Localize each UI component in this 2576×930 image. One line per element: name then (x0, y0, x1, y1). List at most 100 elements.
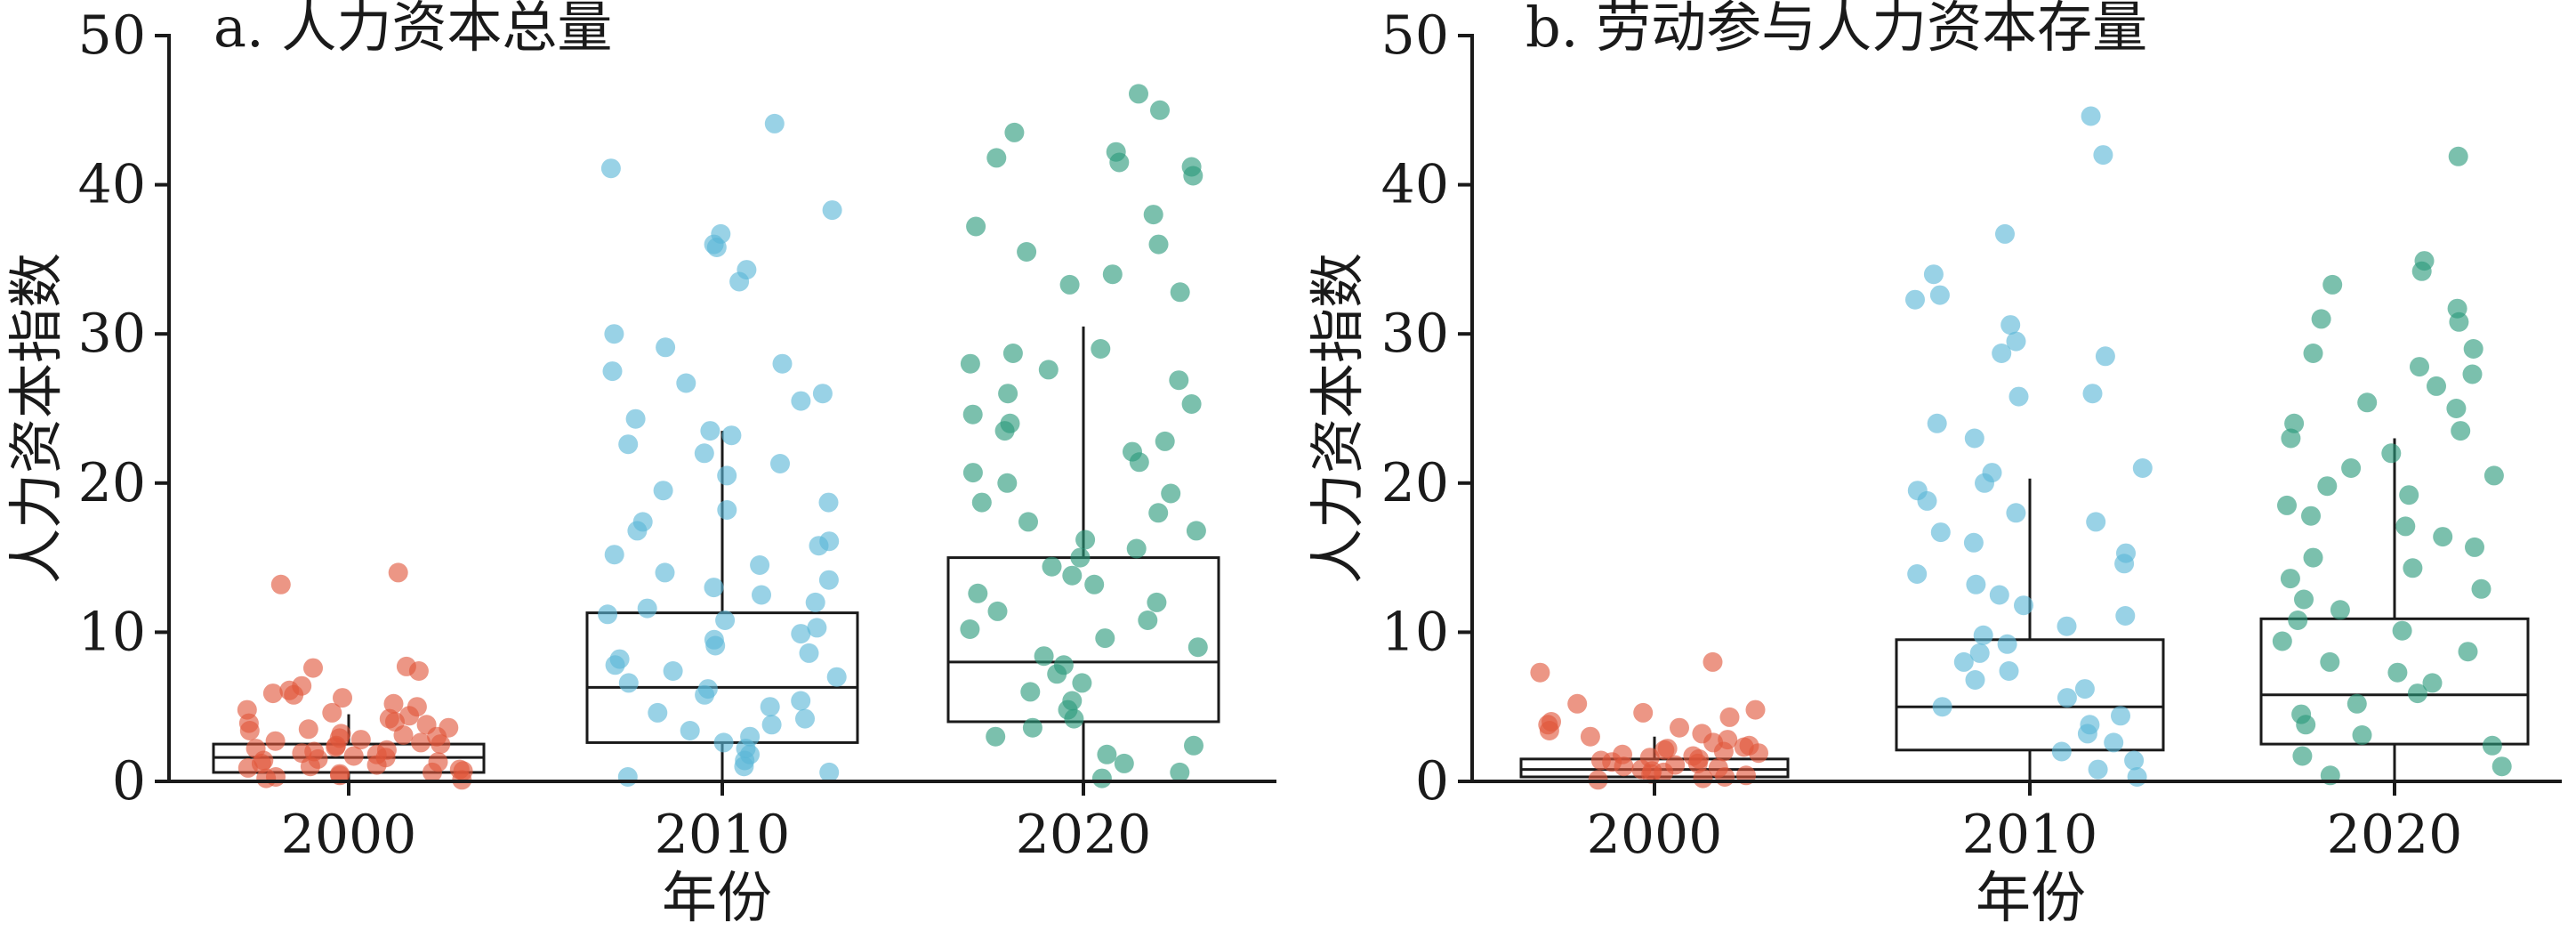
panel-b-point-2020-12 (2357, 392, 2378, 413)
panel-b-point-2010-30 (2057, 616, 2077, 636)
panel-a-point-2010-23 (818, 492, 839, 513)
panel-a-point-2020-25 (1155, 431, 1175, 451)
panel-a-point-2010-45 (605, 655, 625, 675)
panel-a-point-2000-45 (237, 757, 258, 778)
panel-a-point-2020-20 (998, 384, 1018, 404)
panel-b-ytick-label-40: 40 (1381, 154, 1449, 216)
panel-a-point-2010-55 (761, 715, 782, 735)
panel-b-ytick-label-10: 10 (1381, 601, 1449, 663)
panel-a-point-2020-36 (1126, 538, 1147, 559)
panel-b-point-2010-34 (1953, 651, 1974, 672)
panel-b-point-2010-9 (2095, 346, 2115, 367)
panel-a-point-2020-16 (1002, 344, 1023, 363)
panel-a-point-2010-53 (648, 702, 668, 723)
panel-b-point-2000-35 (1715, 767, 1735, 787)
panel-a-ticks: 0 10 20 30 40 50 2000 2010 2020 (78, 4, 1152, 866)
panel-a-point-2010-47 (826, 667, 847, 687)
panel-a-point-2010-14 (791, 391, 811, 411)
panel-a-ytick-label-20: 20 (78, 452, 146, 514)
panel-a-box-2020 (946, 556, 1220, 724)
panel-a-point-2010-30 (750, 555, 770, 575)
panel-b-point-2020-19 (2483, 465, 2504, 486)
panel-a-point-2010-56 (680, 721, 700, 740)
panel-a-point-2020-37 (1070, 547, 1091, 568)
panel-a-point-2020-52 (1020, 682, 1041, 702)
panel-b-point-2000-18 (1713, 741, 1734, 762)
panel-a-point-2020-39 (1062, 565, 1083, 586)
panel-b-box-2010 (1895, 638, 2165, 752)
panel-a-xtick-label-2000: 2000 (281, 804, 417, 866)
panel-b-point-2020-16 (2281, 428, 2301, 449)
panel-a-point-2010-0 (764, 113, 785, 133)
panel-b-point-2020-22 (2277, 495, 2297, 515)
panel-b-point-2000-28 (1614, 756, 1634, 777)
panel-a: 0 10 20 30 40 50 2000 2010 2020 a. 人力资本总量 人力资本指数… (4, 0, 1276, 930)
panel-a-ytick-label-10: 10 (78, 601, 146, 663)
panel-b-point-2020-6 (2449, 311, 2469, 332)
panel-a-point-2010-18 (618, 434, 639, 455)
panel-a-point-2020-19 (1169, 370, 1189, 391)
panel-a-point-2000-0 (388, 562, 408, 583)
panel-b-point-2010-28 (2014, 595, 2033, 616)
panel-b-point-2000-17 (1654, 740, 1675, 760)
panel-a-point-2010-17 (721, 425, 742, 446)
panel-a-point-2020-45 (960, 619, 980, 639)
panel-a-point-2020-62 (1091, 768, 1112, 788)
panel-b-point-2020-0 (2448, 146, 2468, 166)
panel-a-ytick-label-0: 0 (112, 750, 146, 813)
panel-a-point-2010-24 (717, 500, 737, 520)
panel-a-point-2020-60 (1114, 753, 1134, 773)
panel-b-point-2020-26 (2465, 537, 2484, 557)
panel-a-point-2020-61 (1170, 762, 1190, 782)
panel-b-point-2020-20 (2317, 476, 2338, 497)
panel-a-point-2020-14 (1170, 282, 1190, 303)
panel-b-point-2010-19 (2006, 503, 2026, 523)
panel-b-point-2020-28 (2403, 558, 2423, 578)
panel-a-point-2010-42 (705, 635, 726, 656)
panel-a-point-2020-30 (1161, 483, 1181, 504)
panel-a-point-2020-33 (1018, 512, 1038, 532)
panel-b-point-2010-0 (2081, 106, 2101, 126)
panel-a-point-2010-19 (694, 443, 714, 464)
panel-b-title: b. 劳动参与人力资本存量 (1525, 0, 2147, 60)
panel-b-point-2000-0 (1703, 651, 1723, 672)
panel-a-point-2000-3 (303, 658, 323, 678)
panel-a-point-2010-50 (695, 684, 715, 705)
panel-b-point-2020-38 (2387, 662, 2408, 683)
panel-a-point-2000-4 (408, 661, 429, 681)
panel-b-point-2010-27 (1989, 585, 2009, 605)
panel-a-point-2020-48 (1034, 646, 1054, 667)
panel-a-point-2010-22 (653, 481, 673, 501)
panel-a-point-2020-13 (1059, 274, 1080, 295)
panel-b-point-2010-11 (2008, 386, 2029, 407)
panel-b-xlabel: 年份 (1976, 865, 2086, 930)
panel-a-point-2010-38 (715, 611, 736, 630)
panel-b-point-2020-36 (2458, 642, 2478, 662)
panel-a-point-2020-5 (1109, 152, 1130, 173)
panel-b-point-2010-31 (1973, 625, 1993, 645)
panel-b-ytick-label-20: 20 (1381, 452, 1449, 514)
panel-a-point-2010-52 (760, 697, 780, 717)
panel-a-point-2000-1 (270, 574, 291, 594)
panel-b-point-2000-1 (1530, 662, 1550, 683)
panel-b-point-2010-2 (1995, 223, 2015, 244)
panel-a-ytick-label-40: 40 (78, 154, 146, 216)
panel-a-points (237, 84, 1208, 790)
panel-b-point-2010-4 (1929, 285, 1950, 305)
panel-a-point-2010-28 (809, 536, 829, 556)
panel-a-point-2020-34 (1186, 521, 1206, 541)
panel-b-point-2010-6 (2000, 315, 2021, 336)
panel-a-point-2010-21 (717, 465, 737, 486)
panel-a-point-2020-55 (1064, 708, 1084, 729)
panel-a-point-2020-11 (1017, 242, 1037, 262)
panel-b-point-2020-8 (2303, 344, 2323, 363)
panel-b-point-2010-5 (1905, 289, 1925, 310)
panel-a-point-2020-51 (1072, 673, 1092, 693)
panel-b-point-2010-36 (1965, 670, 1985, 690)
panel-a-point-2000-48 (423, 762, 442, 782)
panel-a-point-2020-31 (971, 492, 992, 513)
panel-a-point-2020-58 (1184, 735, 1203, 756)
panel-a-xtick-label-2020: 2020 (1016, 804, 1152, 866)
panel-a-point-2010-7 (729, 271, 750, 292)
panel-b-point-2020-47 (2491, 756, 2512, 777)
